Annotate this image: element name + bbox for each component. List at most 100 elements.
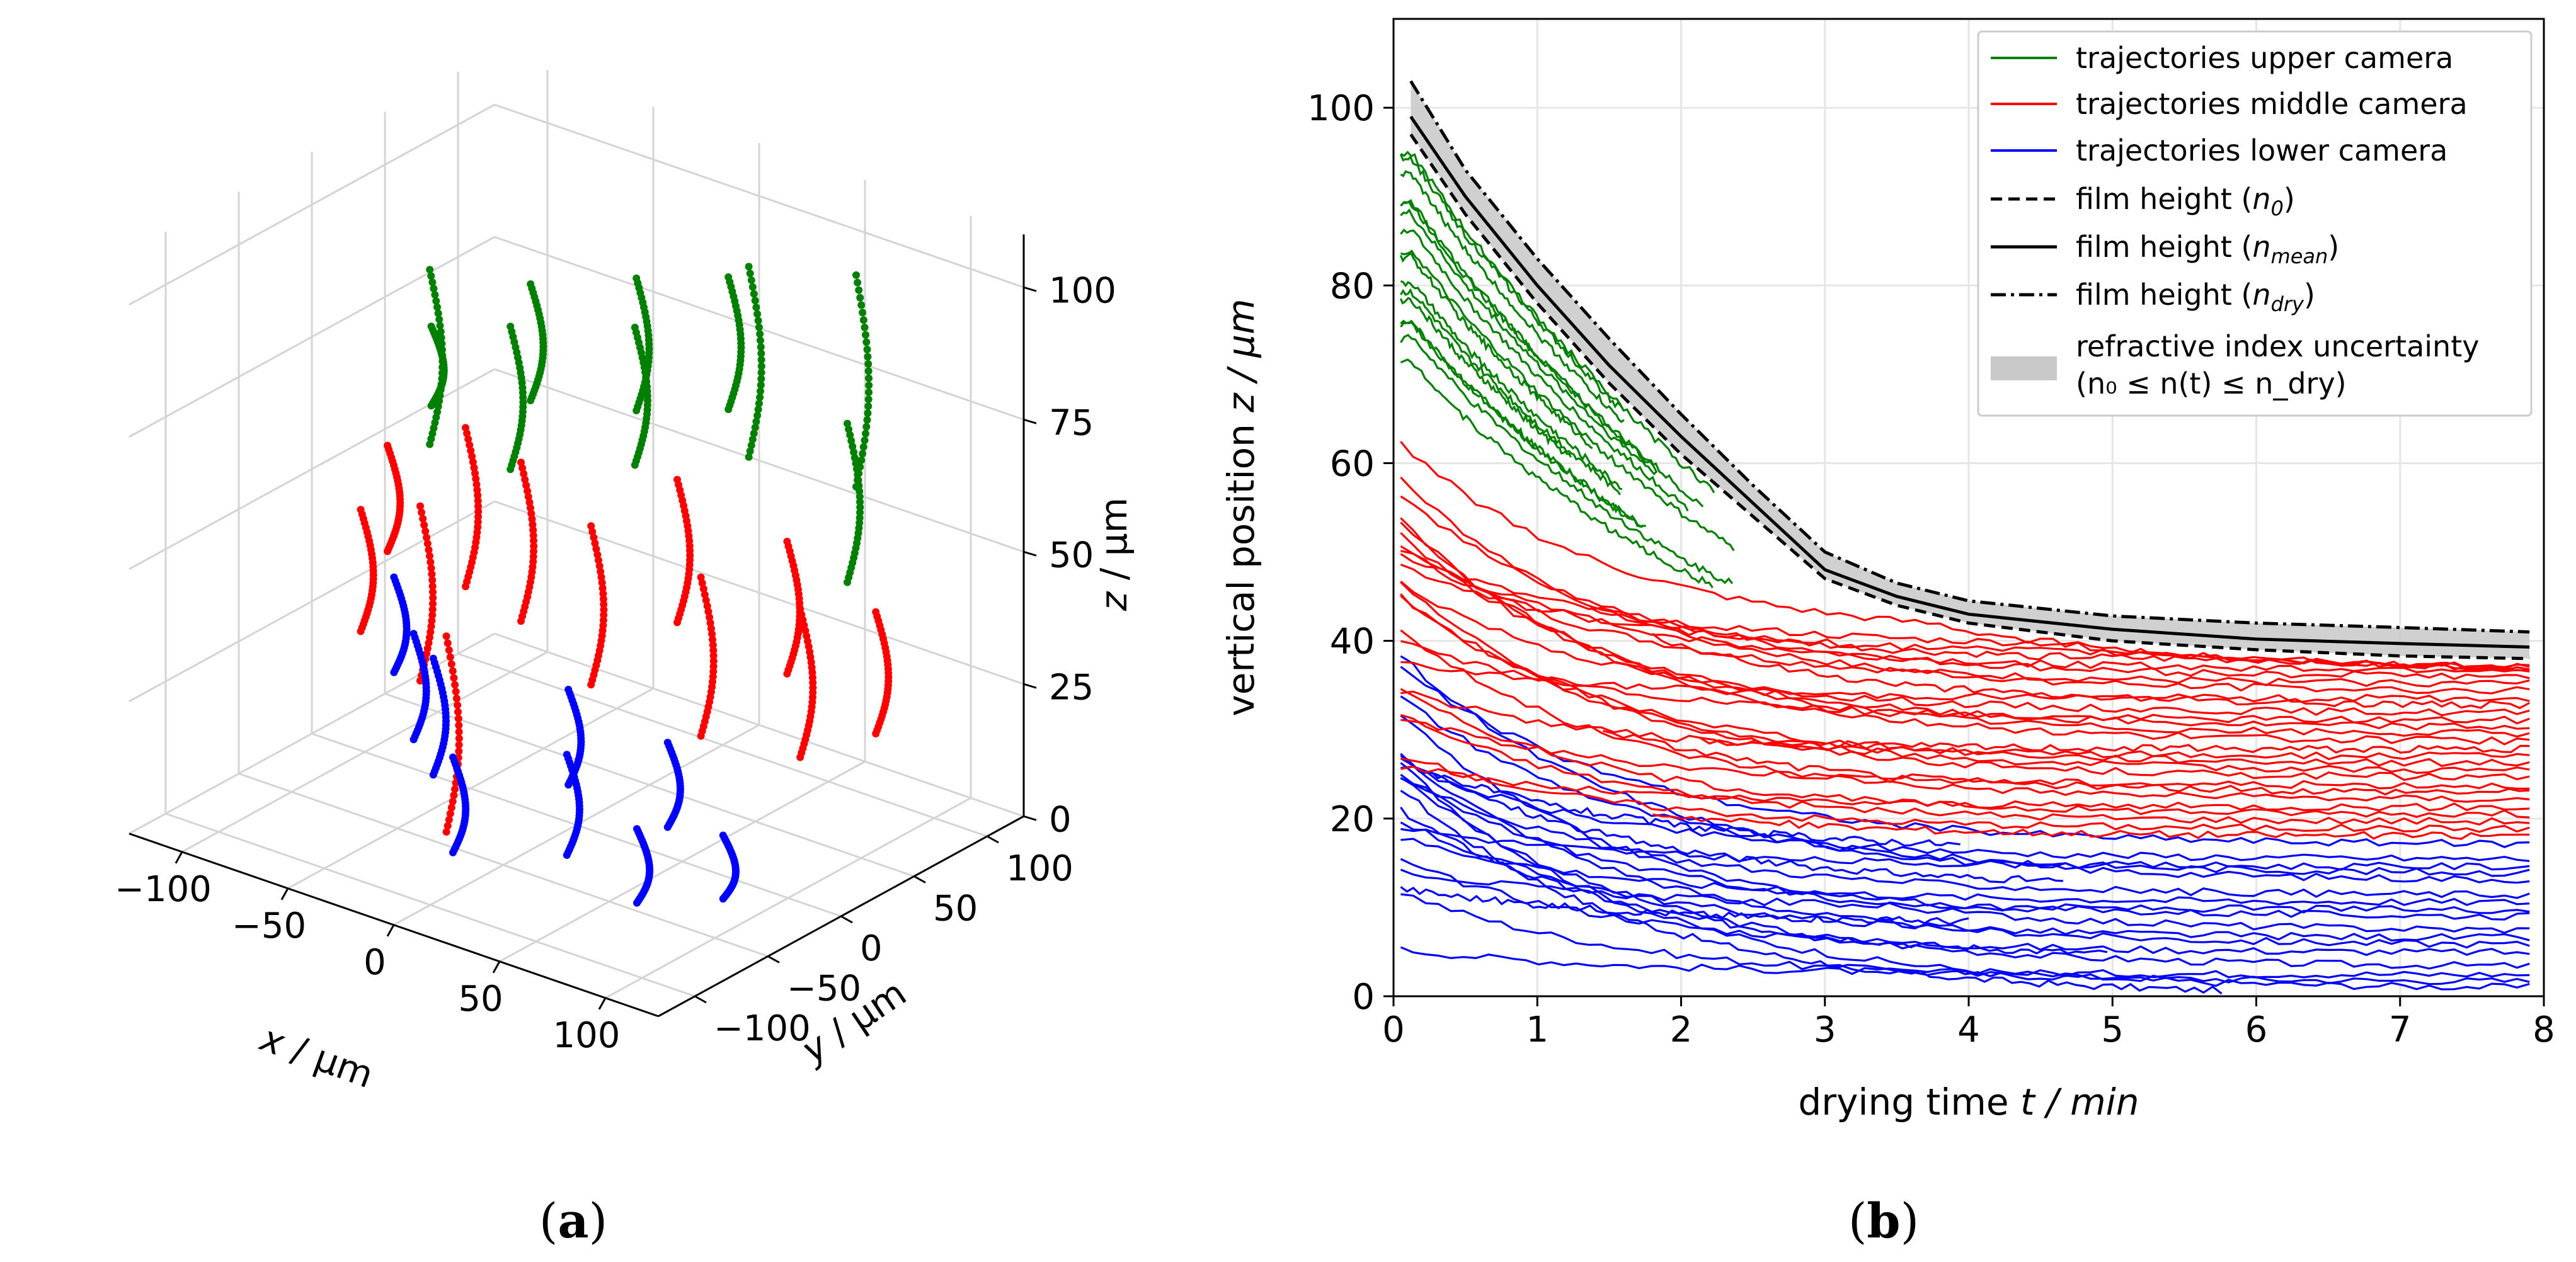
data-point bbox=[746, 447, 754, 455]
data-point bbox=[753, 411, 762, 419]
data-point bbox=[433, 303, 441, 311]
trajectory-middle bbox=[1400, 441, 2530, 672]
data-point bbox=[709, 641, 717, 649]
data-point bbox=[663, 823, 672, 831]
trajectory-upper bbox=[1400, 201, 1658, 473]
data-point bbox=[524, 487, 532, 495]
data-point bbox=[462, 583, 469, 591]
data-point bbox=[859, 450, 867, 458]
data-point bbox=[756, 330, 764, 338]
y-tick-label: 60 bbox=[1330, 443, 1375, 484]
data-point bbox=[429, 588, 437, 596]
data-point bbox=[455, 748, 463, 756]
data-point bbox=[745, 263, 753, 271]
data-point bbox=[455, 741, 463, 749]
data-point bbox=[463, 429, 471, 438]
grid-back-z bbox=[494, 500, 1024, 685]
trajectory-lower bbox=[1400, 821, 2530, 942]
x-tick-label: 3 bbox=[1814, 1009, 1836, 1050]
data-point bbox=[423, 540, 432, 548]
data-point bbox=[701, 591, 709, 599]
data-point bbox=[754, 317, 762, 325]
grid-floor-y bbox=[457, 652, 988, 838]
data-point bbox=[708, 630, 716, 638]
data-point bbox=[529, 521, 537, 528]
grid-floor-x bbox=[605, 797, 971, 999]
legend-box bbox=[1977, 30, 2533, 417]
panel-b-label: (b) bbox=[1848, 1193, 1919, 1249]
data-point bbox=[757, 350, 765, 358]
data-point bbox=[449, 848, 457, 856]
legend-entry-ndry: film height (ndry) bbox=[1991, 278, 2315, 316]
legend-swatch bbox=[1991, 356, 2057, 380]
data-point bbox=[697, 573, 705, 581]
data-point bbox=[750, 429, 758, 438]
data-point bbox=[703, 602, 711, 610]
data-point bbox=[598, 579, 606, 587]
y-tick-mark bbox=[987, 835, 999, 844]
data-point bbox=[472, 480, 481, 489]
trajectory-middle bbox=[1400, 581, 2530, 782]
data-point bbox=[518, 464, 527, 472]
data-point bbox=[862, 338, 871, 346]
z-tick-mark bbox=[1023, 550, 1037, 557]
data-point bbox=[757, 336, 764, 344]
x-tick-mark bbox=[386, 924, 395, 937]
data-point bbox=[469, 458, 477, 466]
legend-label: refractive index uncertainty bbox=[2076, 329, 2479, 363]
trajectory-upper bbox=[1400, 170, 1625, 423]
z-tick-label: 50 bbox=[1049, 535, 1094, 576]
data-point bbox=[673, 618, 681, 627]
x-tick-label: 50 bbox=[458, 979, 503, 1020]
data-point bbox=[427, 564, 435, 572]
data-point bbox=[633, 406, 641, 414]
legend-entry-band: refractive index uncertainty (n₀ ≤ n(t) … bbox=[1991, 329, 2479, 401]
data-point bbox=[452, 688, 460, 696]
data-point bbox=[745, 453, 753, 461]
uncertainty-band bbox=[1411, 81, 2530, 659]
grid-floor-y bbox=[384, 693, 915, 877]
data-point bbox=[563, 851, 571, 859]
legend-label-2: (n₀ ≤ n(t) ≤ n_dry) bbox=[2076, 367, 2347, 401]
data-point bbox=[426, 440, 434, 448]
data-point bbox=[844, 578, 851, 586]
data-point bbox=[699, 585, 707, 593]
trajectory-lines bbox=[1399, 151, 2530, 995]
x-tick-label: 2 bbox=[1670, 1009, 1693, 1050]
data-point bbox=[520, 470, 528, 478]
data-point bbox=[704, 608, 713, 616]
x-tick-label: −100 bbox=[115, 869, 212, 910]
data-point bbox=[522, 481, 530, 489]
data-point bbox=[752, 304, 760, 311]
trajectory-middle bbox=[1400, 553, 2530, 669]
data-point bbox=[856, 492, 864, 501]
data-point bbox=[593, 550, 602, 559]
data-point bbox=[865, 381, 873, 389]
trajectory-upper bbox=[1400, 151, 1715, 494]
data-point bbox=[428, 582, 437, 590]
y-tick-label: 20 bbox=[1330, 799, 1375, 840]
trajectory-lower bbox=[1400, 858, 2530, 957]
data-point bbox=[597, 567, 605, 576]
z-tick-mark bbox=[1023, 286, 1037, 292]
data-point bbox=[521, 475, 529, 484]
data-point bbox=[429, 771, 437, 779]
y-tick-mark bbox=[840, 915, 853, 924]
data-point bbox=[454, 708, 462, 716]
trajectory-upper bbox=[1400, 358, 1714, 589]
data-point bbox=[854, 278, 862, 287]
data-point bbox=[449, 667, 457, 675]
x-tick-label: 100 bbox=[553, 1015, 621, 1056]
data-point bbox=[862, 331, 869, 339]
grid-floor-x bbox=[499, 760, 866, 963]
legend-entry-upper: trajectories upper camera bbox=[1991, 41, 2453, 75]
data-point bbox=[450, 791, 458, 799]
data-point bbox=[431, 291, 439, 299]
z-tick-label: 25 bbox=[1049, 667, 1094, 708]
data-point bbox=[747, 276, 755, 284]
data-point bbox=[452, 695, 461, 703]
data-point bbox=[470, 463, 478, 472]
data-point bbox=[416, 677, 424, 685]
